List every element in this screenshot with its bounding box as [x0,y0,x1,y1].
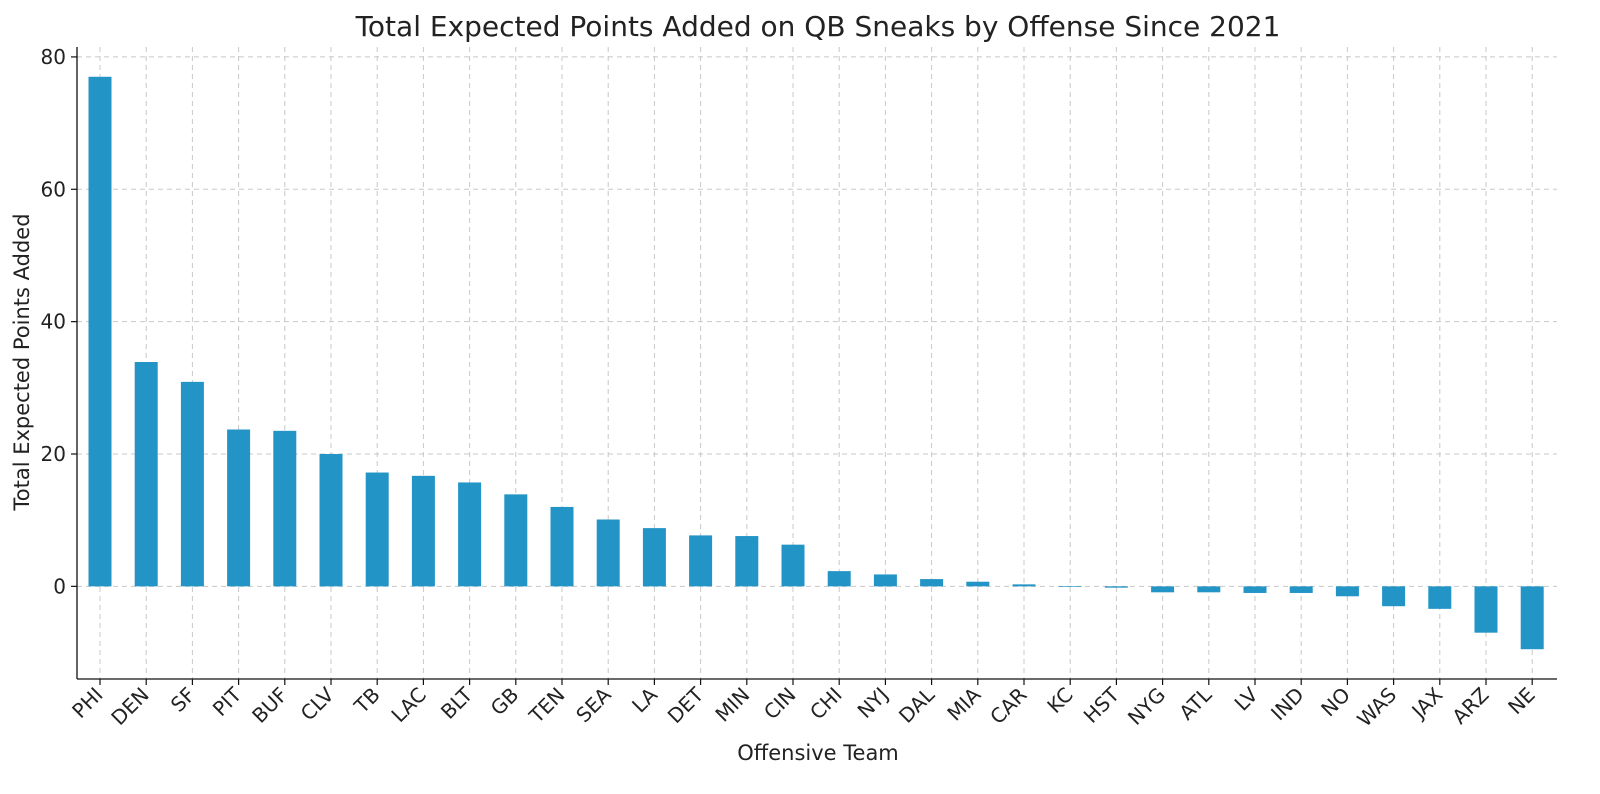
bar-sea [596,519,620,587]
bar-det [689,535,713,587]
chart-title: Total Expected Points Added on QB Sneaks… [355,10,1281,43]
x-tick-label: PHI [67,683,107,723]
grid-layer [77,47,1557,679]
bar-sf [180,381,204,587]
bars-layer [88,76,1544,650]
x-tick-label: DEN [106,683,153,730]
y-tick-label: 20 [41,442,66,466]
bar-chi [827,571,851,587]
bar-no [1335,586,1359,597]
x-tick-label: NO [1316,683,1355,722]
x-tick-label: BLT [436,682,478,724]
x-tick-label: LV [1230,682,1263,715]
x-tick-label: NYG [1123,683,1170,730]
bar-nyj [873,574,897,587]
x-tick-label: ARZ [1447,683,1493,729]
bar-ten [550,506,574,587]
x-tick-label: TB [349,683,385,719]
bar-car [1012,584,1036,587]
bar-arz [1474,586,1498,633]
bar-cin [781,544,805,587]
x-tick-label: LA [627,682,662,717]
bar-la [642,528,666,587]
bar-hst [1104,586,1128,588]
x-tick-label: KC [1042,683,1077,718]
axes-layer [76,47,1557,680]
x-tick-label: IND [1266,683,1309,726]
bar-nyg [1151,586,1175,593]
bar-blt [458,482,482,587]
x-tick-label: DAL [894,682,940,728]
x-tick-label: CLV [296,682,339,725]
x-tick-label: HST [1079,682,1125,728]
bar-dal [920,579,944,587]
y-tick-label: 80 [41,45,66,69]
bar-tb [365,472,389,587]
bar-lv [1243,586,1267,593]
x-tick-label: NYJ [853,683,893,723]
x-tick-label: NE [1503,683,1539,719]
x-tick-label: BUF [247,683,292,728]
bar-min [735,536,759,587]
x-tick-label: CIN [759,683,801,725]
x-tick-label: TEN [524,683,570,729]
x-tick-label: WAS [1352,683,1401,732]
bar-gb [504,494,528,587]
x-tick-label: CHI [805,683,847,725]
bar-jax [1428,586,1452,609]
y-tick-label: 0 [53,574,66,598]
bar-den [134,362,158,587]
bar-was [1382,586,1406,607]
bar-buf [273,430,297,587]
bar-mia [966,581,990,587]
x-tick-label: GB [486,683,524,721]
bar-ind [1289,586,1313,593]
y-tick-label: 40 [41,310,66,334]
bar-pit [227,429,251,587]
bar-phi [88,76,112,587]
x-tick-label: CAR [985,682,1031,728]
bar-atl [1197,586,1221,593]
x-tick-label: PIT [208,682,247,721]
x-tick-label: SF [166,683,200,717]
bar-clv [319,453,343,587]
x-tick-label: MIA [942,682,985,725]
bar-lac [411,475,435,587]
x-tick-label: JAX [1406,682,1448,724]
x-tick-label: ATL [1174,682,1217,725]
x-tick-label: DET [663,682,709,728]
x-axis-label: Offensive Team [737,741,899,765]
x-tick-label: LAC [386,683,430,727]
x-tick-label: SEA [571,682,616,727]
bar-ne [1520,586,1544,650]
bar-kc [1058,586,1082,588]
y-tick-label: 60 [41,177,66,201]
y-axis-label: Total Expected Points Added [10,213,34,511]
x-tick-label: MIN [710,683,754,727]
